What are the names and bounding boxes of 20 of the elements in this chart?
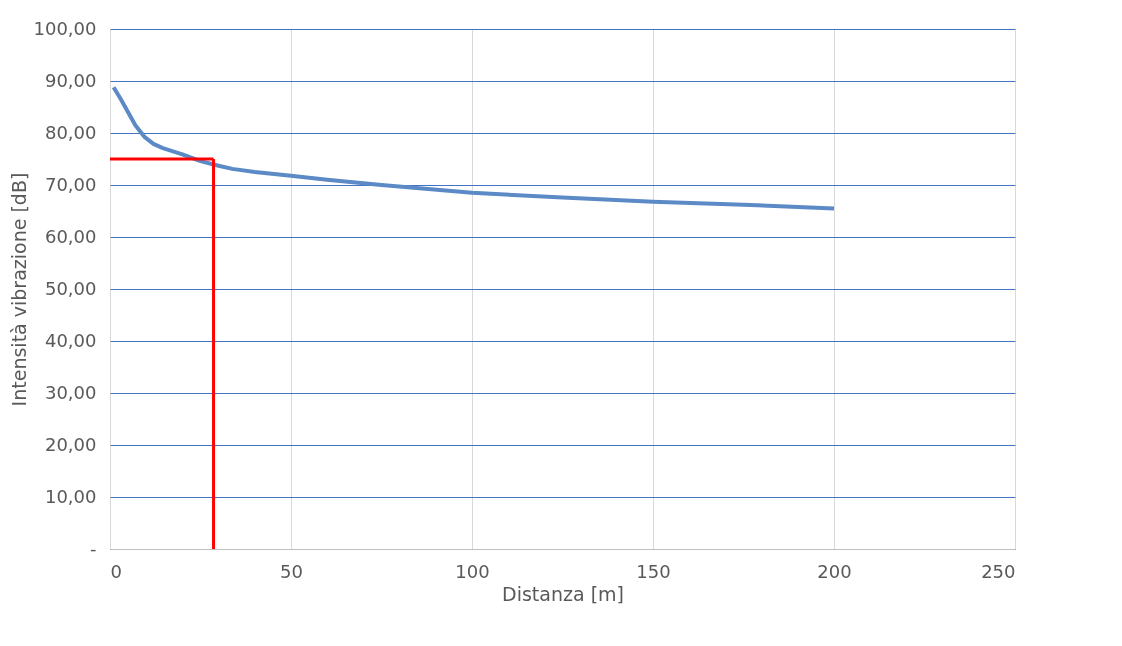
x-tick-label: 200 [817, 560, 852, 582]
y-tick-label: 100,00 [33, 17, 97, 39]
x-tick-label: 250 [981, 560, 1016, 582]
y-tick-label: 60,00 [44, 225, 97, 247]
y-tick-label: 80,00 [44, 121, 97, 143]
y-tick-label: 50,00 [44, 277, 97, 299]
x-tick-label: 150 [636, 560, 671, 582]
y-tick-label: 10,00 [44, 485, 97, 507]
y-tick-label: 90,00 [44, 69, 97, 91]
y-tick-label: 20,00 [44, 433, 97, 455]
x-tick-label: 100 [455, 560, 490, 582]
x-axis-title: Distanza [m] [502, 582, 624, 605]
y-tick-label: 40,00 [44, 329, 97, 351]
y-tick-label: - [90, 537, 97, 559]
line-series [111, 85, 836, 211]
y-tick-label: 70,00 [44, 173, 97, 195]
x-tick-label: 50 [280, 560, 303, 582]
y-tick-label: 30,00 [44, 381, 97, 403]
y-axis-title: Intensità vibrazione [dB] [7, 172, 30, 407]
x-tick-label: 0 [110, 560, 122, 582]
